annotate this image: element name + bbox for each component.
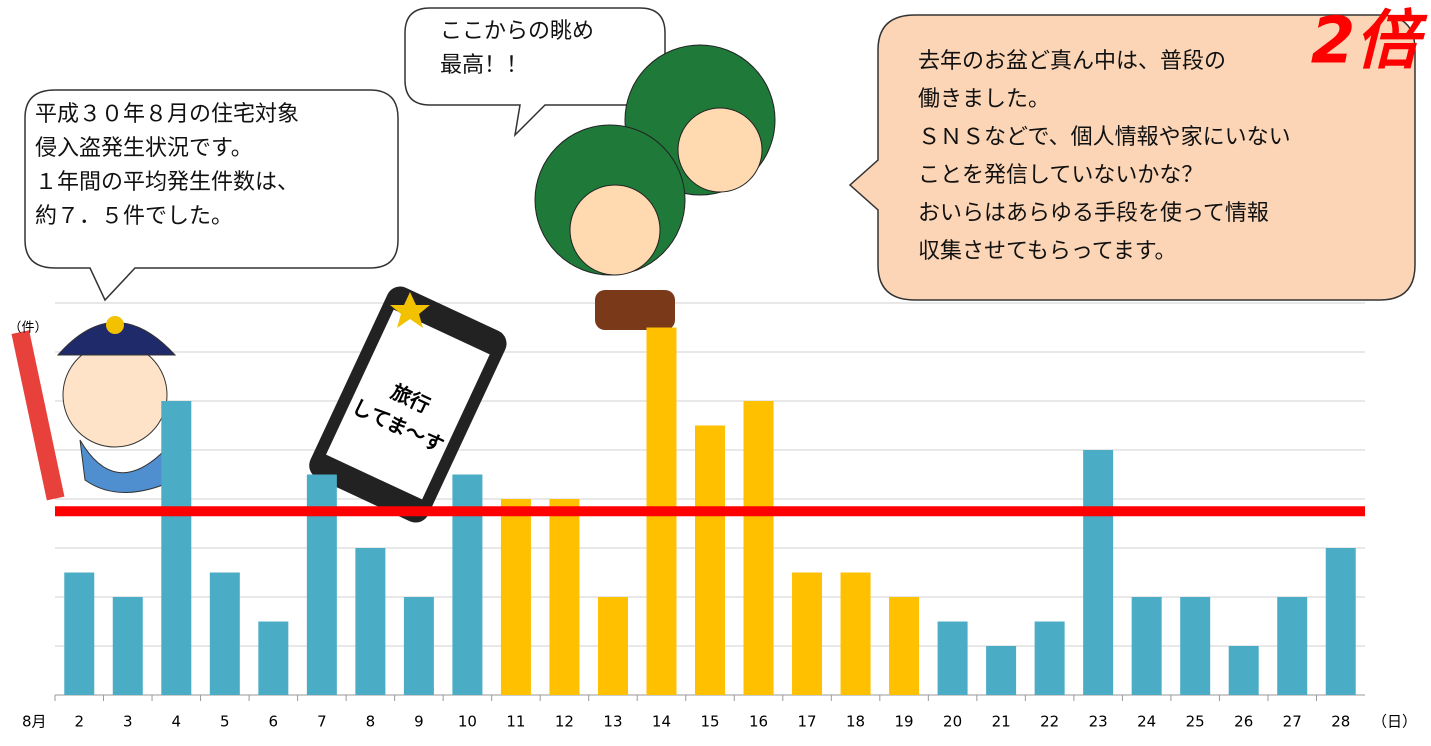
x-tick-label: 5 bbox=[220, 713, 230, 731]
bar bbox=[695, 426, 725, 696]
x-tick-label: 13 bbox=[603, 713, 622, 731]
bubble-text: 侵入盗発生状況です。 bbox=[35, 136, 253, 161]
bar bbox=[113, 597, 143, 695]
x-tick-label: 12 bbox=[555, 713, 574, 731]
x-tick-label: 6 bbox=[269, 713, 279, 731]
bar bbox=[1083, 450, 1113, 695]
bar bbox=[501, 499, 531, 695]
bar bbox=[258, 622, 288, 696]
bar bbox=[355, 548, 385, 695]
bar bbox=[404, 597, 434, 695]
emphasis: 2倍 bbox=[1311, 5, 1429, 79]
bar bbox=[1277, 597, 1307, 695]
x-tick-label: 4 bbox=[172, 713, 182, 731]
x-tick-label: 10 bbox=[458, 713, 477, 731]
x-tick-label: 2 bbox=[74, 713, 84, 731]
x-tick-label: 20 bbox=[943, 713, 962, 731]
bar bbox=[792, 573, 822, 696]
bar bbox=[841, 573, 871, 696]
bar bbox=[549, 499, 579, 695]
chart: 旅行 してま〜す 2倍 2345678910111213141516171819… bbox=[0, 0, 1431, 742]
x-tick-label: 24 bbox=[1137, 713, 1156, 731]
x-tick-label: 26 bbox=[1234, 713, 1253, 731]
x-tick-label: 28 bbox=[1331, 713, 1350, 731]
x-tick-label: 11 bbox=[506, 713, 525, 731]
bar bbox=[1180, 597, 1210, 695]
x-tick-label: 7 bbox=[317, 713, 327, 731]
bar bbox=[210, 573, 240, 696]
x-tick-label: 16 bbox=[749, 713, 768, 731]
x-tick-label: 22 bbox=[1040, 713, 1059, 731]
x-tick-label: 9 bbox=[414, 713, 424, 731]
x-tick-label: 23 bbox=[1089, 713, 1108, 731]
bubble-text: １年間の平均発生件数は、 bbox=[35, 170, 299, 195]
bubble-text: 働きました。 bbox=[918, 87, 1050, 112]
x-tick-label: 25 bbox=[1186, 713, 1205, 731]
bar bbox=[889, 597, 919, 695]
bubble-text: ＳＮＳなどで、個人情報や家にいない bbox=[918, 125, 1291, 150]
bar bbox=[598, 597, 628, 695]
bubble-text: おいらはあらゆる手段を使って情報 bbox=[918, 201, 1269, 226]
bubble-text: ここからの眺め bbox=[440, 19, 594, 44]
bubble-text: 去年のお盆ど真ん中は、普段の bbox=[918, 49, 1226, 74]
bar bbox=[161, 401, 191, 695]
bar bbox=[986, 646, 1016, 695]
x-tick-label: 27 bbox=[1283, 713, 1302, 731]
x-tick-label: 3 bbox=[123, 713, 133, 731]
bar bbox=[938, 622, 968, 696]
bubble-text: ことを発信していないかな？ bbox=[918, 163, 1203, 188]
bar bbox=[1035, 622, 1065, 696]
bubble-text: 約７．５件でした。 bbox=[35, 204, 233, 229]
bubble-text: 収集させてもらってます。 bbox=[918, 239, 1177, 264]
x-tick-label: 21 bbox=[992, 713, 1011, 731]
bar bbox=[1229, 646, 1259, 695]
bubble-text: 最高！！ bbox=[440, 53, 528, 78]
x-tick-label: 19 bbox=[895, 713, 914, 731]
police-illustration bbox=[12, 316, 175, 500]
bar bbox=[1132, 597, 1162, 695]
bar bbox=[1326, 548, 1356, 695]
bar bbox=[744, 401, 774, 695]
x-tick-label: 8 bbox=[366, 713, 376, 731]
bubble-text: 平成３０年８月の住宅対象 bbox=[35, 102, 299, 127]
x-tick-label: 15 bbox=[700, 713, 719, 731]
x-tick-label: 18 bbox=[846, 713, 865, 731]
y-axis-label: （件） bbox=[8, 321, 47, 336]
x-tick-label: 17 bbox=[797, 713, 816, 731]
x-axis-label: （日） bbox=[1372, 713, 1417, 731]
x-label-prefix: 8月 bbox=[22, 713, 47, 731]
x-tick-label: 14 bbox=[652, 713, 671, 731]
bar bbox=[64, 573, 94, 696]
